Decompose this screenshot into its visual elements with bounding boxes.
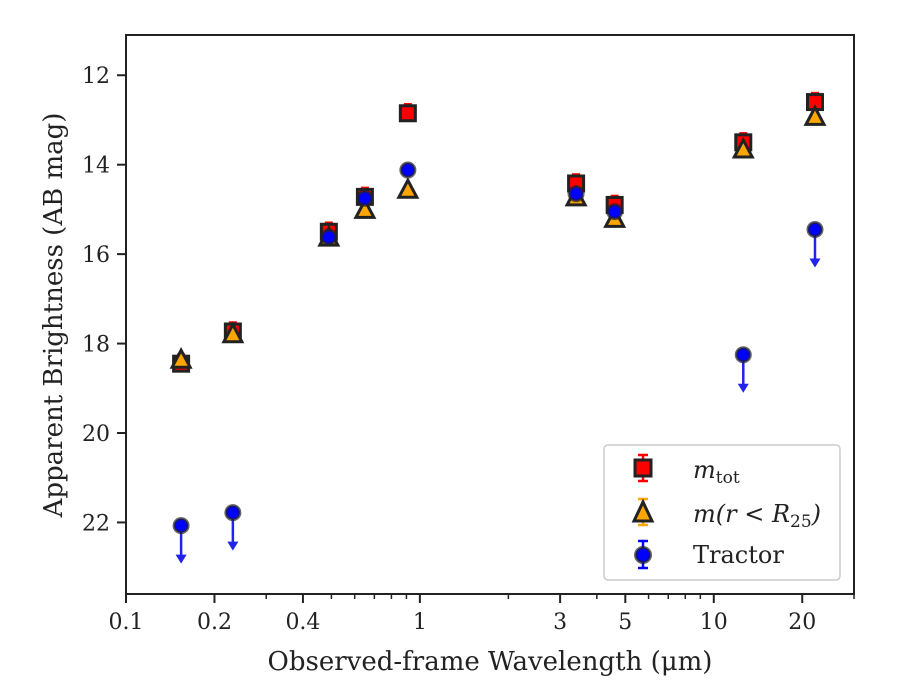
mr25-point-8 (803, 104, 827, 126)
tractor-point-3 (356, 189, 374, 207)
tractor-point-2 (320, 228, 338, 246)
legend-mtot-sub: tot (716, 468, 740, 488)
tractor-point-1-limit-arrow (227, 541, 239, 551)
legend-box (603, 444, 841, 581)
tractor-point-6 (606, 203, 624, 221)
mtot-point-4 (398, 104, 417, 123)
mr25-point-0 (169, 347, 193, 369)
legend-tractor-label: Tractor (693, 541, 784, 569)
tractor-point-0 (172, 517, 190, 535)
x-tick-label-0: 0.1 (109, 610, 144, 635)
mr25-point-1 (221, 321, 245, 344)
x-tick-label-4: 3 (553, 610, 567, 635)
y-tick-label-3: 18 (82, 333, 110, 358)
x-tick-label-3: 1 (413, 610, 427, 635)
legend-mr25-sub: 25 (790, 512, 812, 532)
y-tick-label-4: 20 (82, 422, 110, 447)
y-tick-label-5: 22 (82, 511, 110, 536)
tractor-point-8-limit-arrow (809, 258, 821, 268)
tractor-point-5 (567, 185, 585, 203)
x-tick-label-7: 20 (788, 610, 816, 635)
y-tick-label-2: 16 (82, 243, 110, 268)
legend-mtot-label: mtot (693, 456, 740, 488)
x-tick-label-2: 0.4 (285, 610, 320, 635)
legend-mr25-end: ) (811, 500, 821, 528)
legend-mr25-main: m(r < R (693, 500, 790, 528)
tractor-point-8 (806, 221, 824, 239)
y-tick-label-0: 12 (82, 64, 110, 89)
legend-entry-tractor: Tractor (634, 539, 784, 570)
legend-mtot-marker (633, 458, 653, 478)
x-axis-title: Observed-frame Wavelength (μm) (268, 647, 713, 677)
tractor-point-1 (224, 504, 242, 522)
legend-entry-mr25: m(r < R25) (631, 497, 821, 532)
tractor-point-0-limit-arrow (175, 554, 187, 564)
tractor-point-4 (399, 161, 417, 179)
legend-entry-mtot: mtot (633, 453, 740, 488)
mr25-point-4 (396, 177, 420, 199)
tractor-point-7 (734, 346, 752, 364)
y-axis-title: Apparent Brightness (AB mag) (39, 113, 69, 519)
x-tick-label-6: 10 (700, 610, 728, 635)
y-tick-label-1: 14 (82, 154, 110, 179)
legend-mtot-main: m (693, 456, 716, 484)
tractor-point-7-limit-arrow (737, 383, 749, 393)
plot-frame (125, 34, 855, 595)
x-tick-label-5: 5 (618, 610, 632, 635)
chart-marks (169, 91, 827, 564)
chart-axes: 0.1 0.2 0.4 1 3 5 10 20 12 14 16 18 20 22 (82, 64, 855, 635)
mr25-point-3 (353, 197, 377, 219)
x-tick-label-1: 0.2 (197, 610, 232, 635)
legend-mr25-marker (631, 498, 655, 523)
legend: mtot m(r < R25) Tractor (603, 444, 841, 581)
legend-mr25-label: m(r < R25) (693, 500, 821, 532)
mr25-point-7 (731, 136, 755, 159)
legend-tractor-marker (634, 546, 652, 564)
